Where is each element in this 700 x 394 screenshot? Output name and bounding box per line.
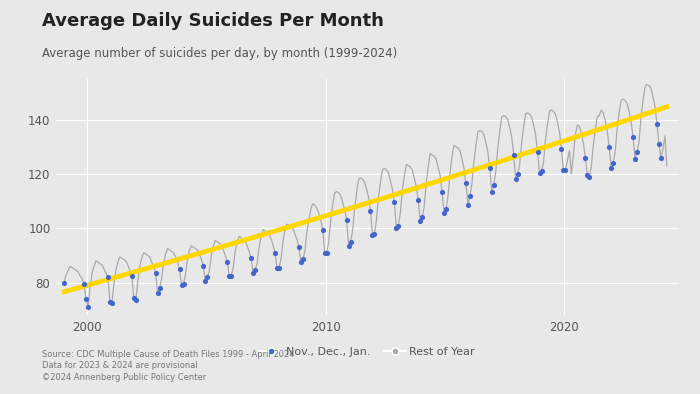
Point — [126, 273, 137, 279]
Point — [608, 160, 619, 166]
Point — [128, 294, 139, 301]
Text: Source: CDC Multiple Cause of Death Files 1999 - April 2024
Data for 2023 & 2024: Source: CDC Multiple Cause of Death File… — [42, 349, 295, 382]
Text: Average Daily Suicides Per Month: Average Daily Suicides Per Month — [42, 12, 384, 30]
Point — [488, 182, 499, 188]
Point — [629, 156, 641, 162]
Point — [510, 176, 522, 182]
Point — [248, 270, 259, 276]
Point — [512, 171, 524, 177]
Point — [83, 304, 94, 310]
Point — [106, 300, 118, 306]
Point — [78, 281, 90, 287]
Point — [603, 143, 615, 150]
Point — [341, 217, 352, 223]
Point — [178, 281, 189, 287]
Point — [270, 249, 281, 256]
Point — [412, 197, 423, 203]
Point — [508, 152, 519, 158]
Point — [393, 222, 404, 229]
Point — [651, 121, 662, 127]
Point — [104, 299, 116, 305]
Point — [463, 202, 474, 208]
Point — [631, 149, 643, 155]
Point — [246, 255, 257, 261]
Legend: Nov., Dec., Jan., Rest of Year: Nov., Dec., Jan., Rest of Year — [256, 343, 480, 362]
Point — [317, 227, 328, 233]
Point — [249, 267, 260, 273]
Point — [606, 165, 617, 172]
Point — [391, 225, 402, 231]
Point — [343, 243, 354, 249]
Point — [532, 149, 543, 155]
Point — [80, 296, 92, 302]
Point — [298, 256, 309, 263]
Point — [461, 180, 472, 187]
Point — [560, 167, 571, 173]
Point — [389, 199, 400, 206]
Point — [437, 188, 448, 195]
Point — [556, 146, 567, 152]
Text: Average number of suicides per day, by month (1999-2024): Average number of suicides per day, by m… — [42, 47, 398, 60]
Point — [655, 154, 666, 161]
Point — [321, 249, 332, 256]
Point — [199, 278, 211, 284]
Point — [198, 263, 209, 269]
Point — [154, 285, 165, 291]
Point — [293, 244, 304, 251]
Point — [59, 279, 70, 286]
Point — [224, 273, 235, 279]
Point — [653, 141, 664, 147]
Point — [365, 207, 376, 214]
Point — [130, 297, 141, 303]
Point — [222, 259, 233, 266]
Point — [102, 274, 113, 280]
Point — [274, 264, 285, 271]
Point — [464, 193, 475, 199]
Point — [486, 188, 498, 195]
Point — [534, 169, 545, 176]
Point — [440, 206, 452, 212]
Point — [202, 274, 213, 280]
Point — [225, 273, 237, 279]
Point — [174, 266, 185, 272]
Point — [580, 154, 591, 161]
Point — [272, 264, 283, 271]
Point — [438, 210, 449, 216]
Point — [319, 249, 330, 256]
Point — [369, 230, 380, 237]
Point — [584, 173, 595, 180]
Point — [416, 214, 428, 221]
Point — [558, 167, 569, 173]
Point — [152, 290, 163, 297]
Point — [582, 172, 593, 178]
Point — [484, 165, 496, 172]
Point — [367, 232, 378, 238]
Point — [627, 134, 638, 140]
Point — [150, 270, 161, 276]
Point — [414, 218, 426, 225]
Point — [295, 259, 307, 266]
Point — [345, 239, 356, 245]
Point — [176, 282, 187, 288]
Point — [536, 168, 547, 174]
